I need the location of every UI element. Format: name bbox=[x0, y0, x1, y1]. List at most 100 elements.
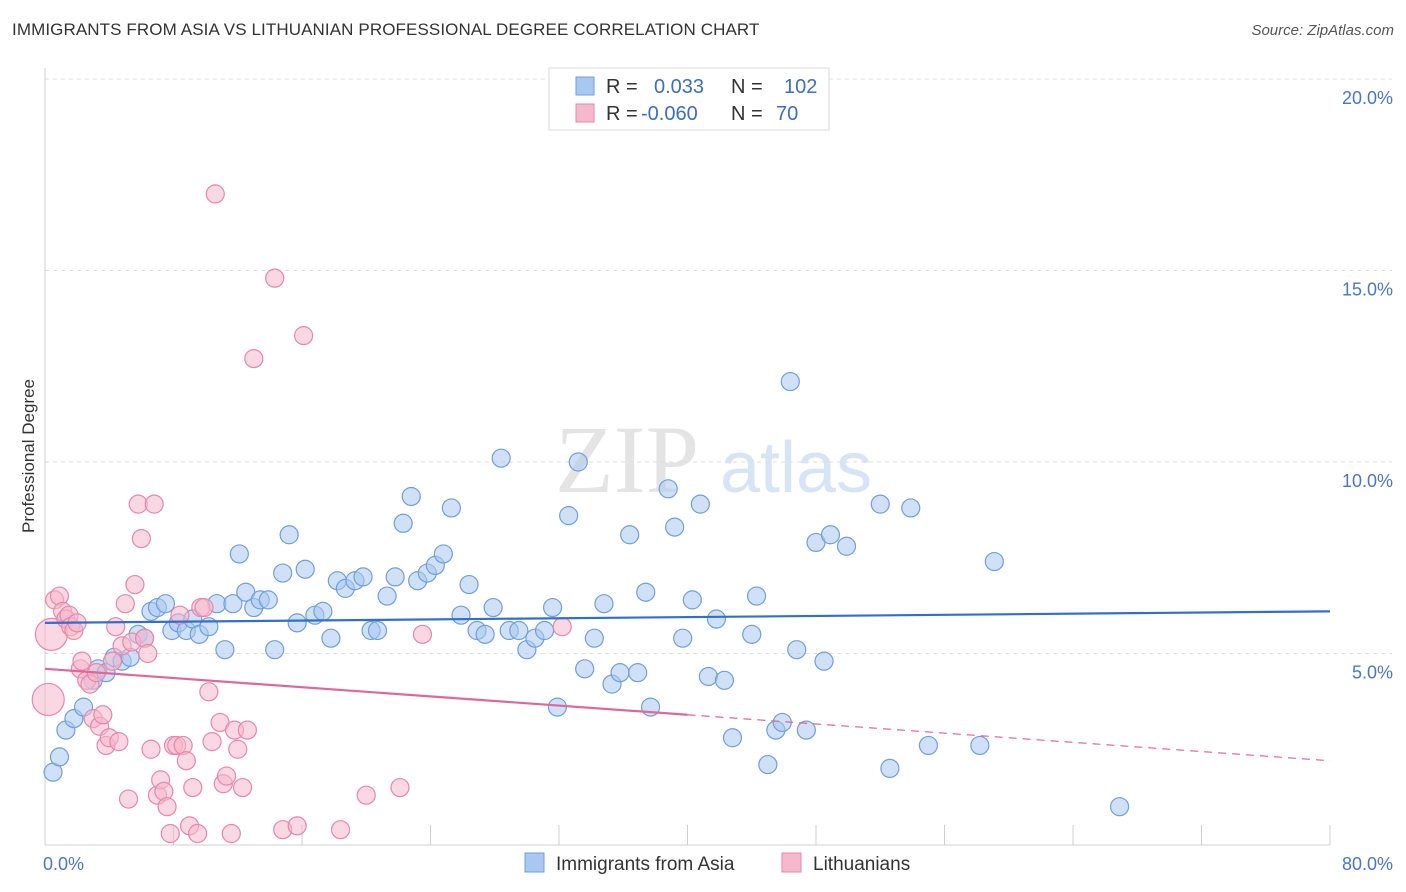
point-lithuanians bbox=[390, 777, 410, 798]
x-tick-label-min: 0.0% bbox=[43, 854, 84, 874]
point-immigrants-from-asia bbox=[273, 563, 293, 583]
point-immigrants-from-asia bbox=[542, 597, 563, 618]
series-immigrants-from-asia bbox=[43, 371, 1130, 817]
point-immigrants-from-asia bbox=[787, 640, 807, 660]
point-immigrants-from-asia bbox=[313, 601, 333, 621]
legend-n-label-1: N = bbox=[731, 76, 763, 98]
point-immigrants-from-asia bbox=[441, 498, 461, 518]
point-immigrants-from-asia bbox=[722, 728, 743, 748]
point-immigrants-from-asia bbox=[1109, 797, 1130, 817]
x-tick-label-max: 80.0% bbox=[1342, 854, 1393, 874]
point-immigrants-from-asia bbox=[433, 544, 453, 564]
point-lithuanians bbox=[228, 739, 248, 759]
chart-source: Source: ZipAtlas.com bbox=[1251, 22, 1394, 39]
bottom-legend-label-pink: Lithuanians bbox=[813, 854, 910, 875]
point-lithuanians bbox=[199, 682, 219, 702]
point-lithuanians bbox=[106, 617, 126, 637]
point-immigrants-from-asia bbox=[229, 544, 249, 564]
point-lithuanians bbox=[131, 528, 151, 549]
point-immigrants-from-asia bbox=[918, 735, 939, 756]
legend-bottom: Immigrants from Asia Lithuanians bbox=[524, 852, 910, 875]
point-lithuanians bbox=[330, 820, 351, 840]
point-lithuanians bbox=[412, 624, 433, 644]
legend-r-value-1: 0.033 bbox=[654, 76, 704, 98]
point-immigrants-from-asia bbox=[780, 371, 800, 392]
point-immigrants-from-asia bbox=[758, 754, 778, 775]
point-immigrants-from-asia bbox=[155, 594, 176, 614]
series-lithuanians bbox=[31, 184, 572, 844]
point-lithuanians bbox=[157, 797, 177, 817]
point-immigrants-from-asia bbox=[215, 640, 235, 660]
point-lithuanians bbox=[232, 777, 253, 798]
point-lithuanians bbox=[552, 617, 572, 637]
y-tick-label: 5.0% bbox=[1352, 663, 1393, 683]
point-immigrants-from-asia bbox=[279, 525, 299, 545]
legend-n-value-2: 70 bbox=[776, 103, 798, 125]
point-lithuanians bbox=[216, 766, 237, 786]
point-immigrants-from-asia bbox=[970, 735, 990, 756]
point-immigrants-from-asia bbox=[385, 567, 405, 587]
point-immigrants-from-asia bbox=[483, 597, 503, 618]
point-immigrants-from-asia bbox=[559, 506, 579, 526]
point-immigrants-from-asia bbox=[690, 494, 710, 514]
point-immigrants-from-asia bbox=[575, 659, 595, 679]
point-immigrants-from-asia bbox=[223, 594, 243, 614]
point-immigrants-from-asia bbox=[459, 574, 479, 595]
point-immigrants-from-asia bbox=[534, 620, 555, 641]
trend-line-lithuanians-extrapolated bbox=[687, 714, 1331, 762]
bottom-legend-swatch-pink bbox=[781, 852, 802, 873]
point-lithuanians bbox=[205, 184, 225, 204]
point-immigrants-from-asia bbox=[265, 640, 285, 660]
point-immigrants-from-asia bbox=[636, 582, 656, 602]
trend-line-immigrants-from-asia bbox=[44, 610, 1331, 624]
legend-n-label-2: N = bbox=[731, 103, 763, 125]
point-lithuanians bbox=[128, 494, 148, 514]
y-tick-label: 10.0% bbox=[1342, 471, 1393, 491]
point-lithuanians bbox=[183, 777, 203, 798]
point-lithuanians bbox=[118, 789, 139, 809]
point-lithuanians bbox=[170, 605, 190, 625]
point-immigrants-from-asia bbox=[984, 551, 1004, 572]
legend-swatch-pink bbox=[575, 103, 595, 123]
point-immigrants-from-asia bbox=[714, 670, 735, 690]
point-immigrants-from-asia bbox=[451, 605, 471, 625]
point-immigrants-from-asia bbox=[746, 586, 767, 606]
point-lithuanians bbox=[194, 597, 214, 618]
point-immigrants-from-asia bbox=[49, 747, 70, 767]
point-lithuanians bbox=[125, 574, 145, 595]
point-immigrants-from-asia bbox=[610, 663, 630, 683]
point-immigrants-from-asia bbox=[321, 628, 341, 648]
point-lithuanians bbox=[102, 651, 123, 671]
watermark-atlas: atlas bbox=[720, 428, 872, 508]
legend-r-label-1: R = bbox=[606, 76, 638, 98]
point-immigrants-from-asia bbox=[547, 697, 567, 717]
point-immigrants-from-asia bbox=[628, 663, 648, 683]
point-lithuanians bbox=[294, 326, 314, 346]
axes: 0.0% 80.0% bbox=[43, 68, 1393, 874]
point-lithuanians bbox=[287, 816, 307, 836]
point-immigrants-from-asia bbox=[353, 567, 373, 587]
point-immigrants-from-asia bbox=[287, 613, 307, 633]
point-immigrants-from-asia bbox=[698, 666, 718, 687]
point-lithuanians bbox=[187, 823, 208, 844]
legend-r-label-2: R = bbox=[606, 103, 638, 125]
point-lithuanians bbox=[202, 731, 222, 752]
point-immigrants-from-asia bbox=[367, 620, 388, 641]
point-immigrants-from-asia bbox=[658, 479, 678, 499]
point-lithuanians bbox=[141, 739, 161, 759]
point-immigrants-from-asia bbox=[814, 651, 834, 671]
point-lithuanians bbox=[160, 823, 180, 844]
point-lithuanians bbox=[237, 720, 257, 740]
point-immigrants-from-asia bbox=[295, 559, 315, 579]
point-lithuanians bbox=[356, 785, 376, 805]
point-immigrants-from-asia bbox=[820, 525, 841, 545]
bottom-legend-label-blue: Immigrants from Asia bbox=[556, 854, 735, 875]
point-lithuanians bbox=[144, 494, 164, 514]
point-immigrants-from-asia bbox=[475, 624, 495, 644]
y-axis-label: Professional Degree bbox=[19, 379, 38, 533]
point-immigrants-from-asia bbox=[491, 448, 511, 468]
y-tick-label: 15.0% bbox=[1342, 280, 1393, 300]
legend-swatch-blue bbox=[575, 76, 595, 96]
point-immigrants-from-asia bbox=[509, 620, 529, 641]
point-lithuanians bbox=[221, 823, 241, 844]
